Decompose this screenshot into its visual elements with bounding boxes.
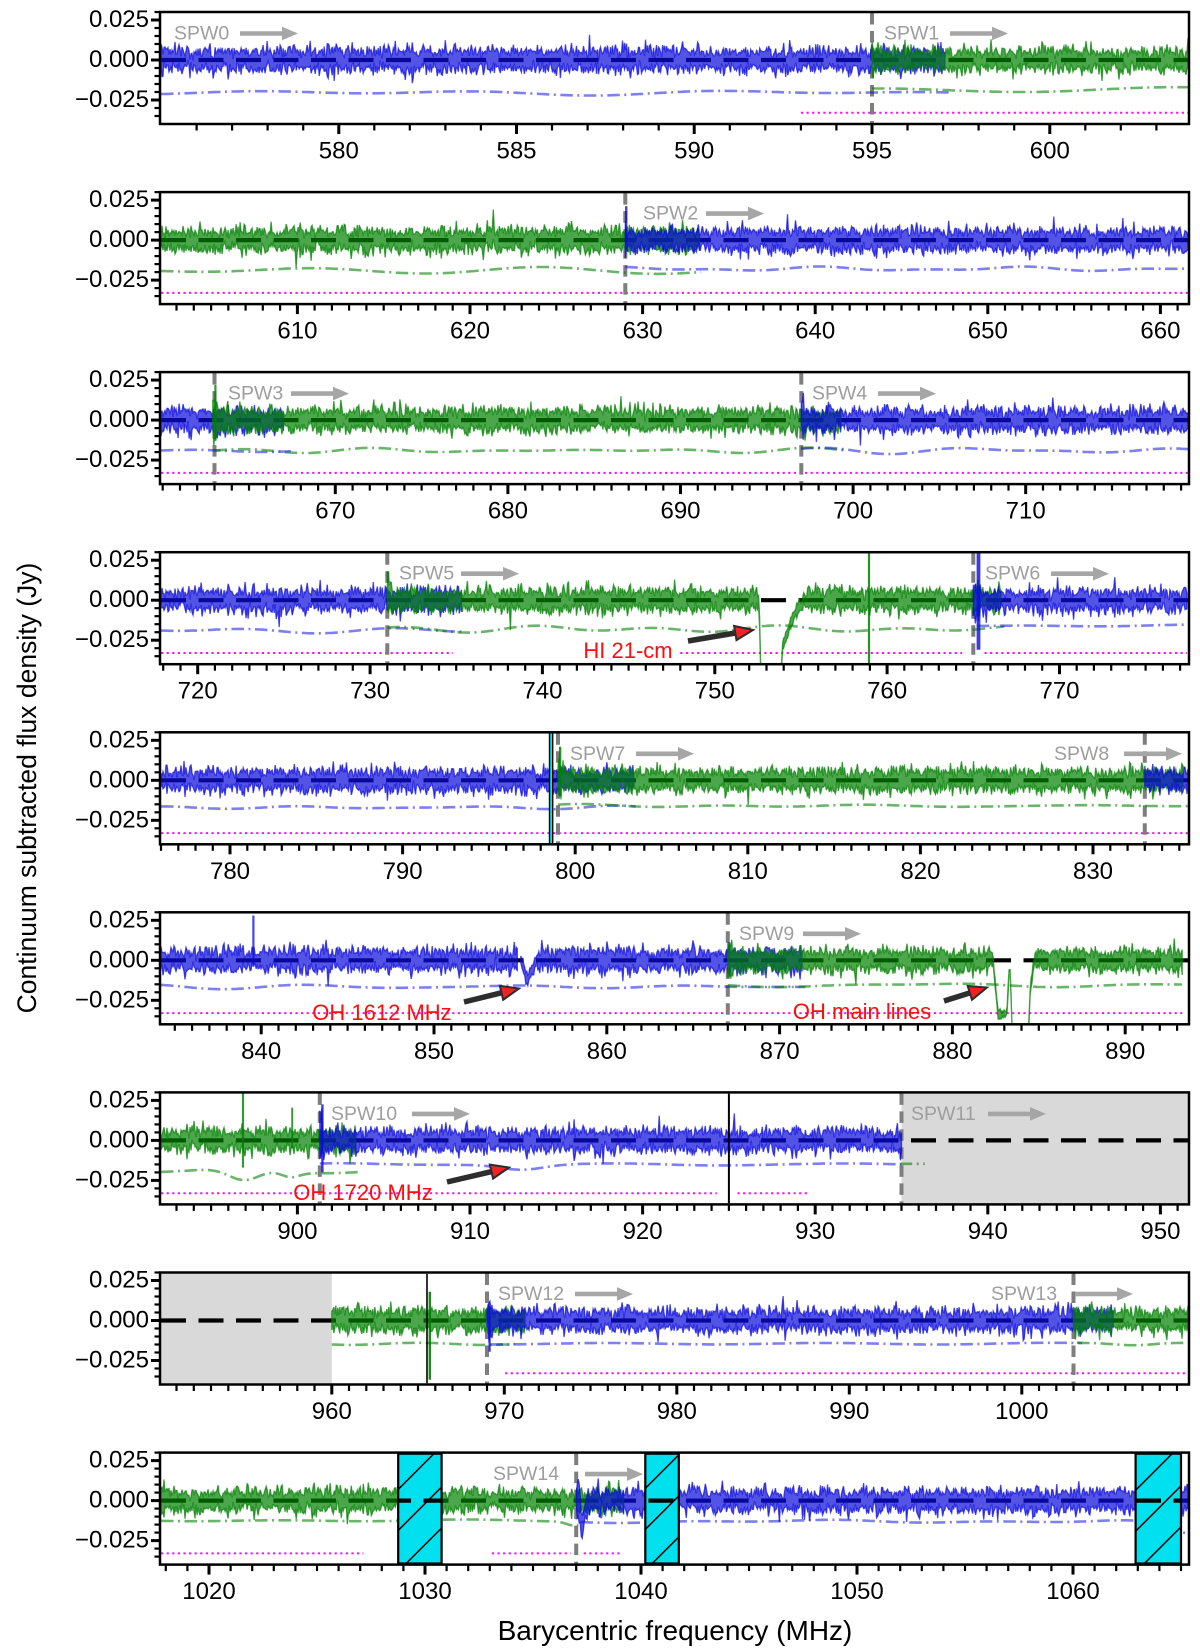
svg-text:1040: 1040 xyxy=(614,1578,667,1605)
svg-text:−0.025: −0.025 xyxy=(75,446,149,473)
svg-text:595: 595 xyxy=(852,138,892,165)
svg-text:OH 1720 MHz: OH 1720 MHz xyxy=(293,1180,432,1205)
svg-text:960: 960 xyxy=(312,1398,352,1425)
svg-text:SPW10: SPW10 xyxy=(331,1103,397,1125)
svg-text:SPW2: SPW2 xyxy=(643,203,698,225)
svg-text:790: 790 xyxy=(383,858,423,885)
svg-text:580: 580 xyxy=(319,138,359,165)
svg-text:0.000: 0.000 xyxy=(89,406,149,433)
svg-text:830: 830 xyxy=(1073,858,1113,885)
svg-text:900: 900 xyxy=(277,1218,317,1245)
svg-text:1030: 1030 xyxy=(398,1578,451,1605)
svg-text:890: 890 xyxy=(1105,1038,1145,1065)
svg-text:820: 820 xyxy=(900,858,940,885)
svg-text:770: 770 xyxy=(1039,678,1079,705)
svg-text:700: 700 xyxy=(833,498,873,525)
svg-text:1020: 1020 xyxy=(182,1578,235,1605)
svg-text:920: 920 xyxy=(623,1218,663,1245)
svg-text:SPW11: SPW11 xyxy=(911,1103,976,1125)
svg-text:SPW13: SPW13 xyxy=(991,1283,1057,1305)
svg-text:760: 760 xyxy=(867,678,907,705)
svg-text:650: 650 xyxy=(968,318,1008,345)
svg-text:630: 630 xyxy=(623,318,663,345)
svg-text:1000: 1000 xyxy=(995,1398,1048,1425)
svg-text:600: 600 xyxy=(1030,138,1070,165)
svg-text:880: 880 xyxy=(932,1038,972,1065)
svg-text:860: 860 xyxy=(587,1038,627,1065)
svg-text:SPW8: SPW8 xyxy=(1054,743,1109,765)
svg-text:0.025: 0.025 xyxy=(89,546,149,573)
svg-text:SPW5: SPW5 xyxy=(399,563,454,585)
svg-text:0.000: 0.000 xyxy=(89,226,149,253)
svg-text:740: 740 xyxy=(522,678,562,705)
svg-text:OH 1612 MHz: OH 1612 MHz xyxy=(312,1000,451,1025)
svg-text:0.025: 0.025 xyxy=(89,1447,149,1474)
svg-text:950: 950 xyxy=(1140,1218,1180,1245)
svg-text:−0.025: −0.025 xyxy=(75,626,149,653)
svg-text:930: 930 xyxy=(795,1218,835,1245)
svg-text:0.000: 0.000 xyxy=(89,766,149,793)
svg-text:0.000: 0.000 xyxy=(89,1126,149,1153)
svg-text:SPW12: SPW12 xyxy=(498,1283,564,1305)
svg-text:OH main lines: OH main lines xyxy=(793,999,931,1024)
svg-text:940: 940 xyxy=(968,1218,1008,1245)
svg-text:0.000: 0.000 xyxy=(89,946,149,973)
svg-text:1060: 1060 xyxy=(1046,1578,1099,1605)
svg-text:810: 810 xyxy=(728,858,768,885)
svg-text:Barycentric frequency (MHz): Barycentric frequency (MHz) xyxy=(498,1615,853,1646)
svg-text:870: 870 xyxy=(760,1038,800,1065)
svg-text:640: 640 xyxy=(795,318,835,345)
svg-text:970: 970 xyxy=(484,1398,524,1425)
svg-text:0.025: 0.025 xyxy=(89,1267,149,1294)
svg-text:680: 680 xyxy=(488,498,528,525)
svg-text:0.000: 0.000 xyxy=(89,1307,149,1334)
svg-text:720: 720 xyxy=(178,678,218,705)
svg-text:0.025: 0.025 xyxy=(89,726,149,753)
svg-text:980: 980 xyxy=(657,1398,697,1425)
svg-text:SPW9: SPW9 xyxy=(739,923,794,945)
svg-text:610: 610 xyxy=(277,318,317,345)
svg-text:Continuum subtracted flux dens: Continuum subtracted flux density (Jy) xyxy=(12,563,42,1014)
svg-text:840: 840 xyxy=(241,1038,281,1065)
svg-text:0.025: 0.025 xyxy=(89,906,149,933)
svg-text:585: 585 xyxy=(496,138,536,165)
svg-text:780: 780 xyxy=(210,858,250,885)
svg-text:−0.025: −0.025 xyxy=(75,1166,149,1193)
svg-text:590: 590 xyxy=(674,138,714,165)
svg-text:0.000: 0.000 xyxy=(89,1487,149,1514)
svg-text:0.025: 0.025 xyxy=(89,1086,149,1113)
svg-text:−0.025: −0.025 xyxy=(75,1347,149,1374)
svg-text:910: 910 xyxy=(450,1218,490,1245)
svg-text:SPW1: SPW1 xyxy=(884,23,939,45)
svg-text:−0.025: −0.025 xyxy=(75,266,149,293)
svg-text:0.025: 0.025 xyxy=(89,186,149,213)
svg-text:710: 710 xyxy=(1006,498,1046,525)
svg-text:850: 850 xyxy=(414,1038,454,1065)
svg-text:SPW6: SPW6 xyxy=(985,563,1040,585)
svg-text:SPW7: SPW7 xyxy=(570,743,625,765)
svg-text:0.000: 0.000 xyxy=(89,586,149,613)
svg-text:990: 990 xyxy=(829,1398,869,1425)
svg-text:670: 670 xyxy=(315,498,355,525)
svg-text:0.025: 0.025 xyxy=(89,366,149,393)
svg-text:HI 21-cm: HI 21-cm xyxy=(583,638,672,663)
svg-text:SPW4: SPW4 xyxy=(812,383,867,405)
svg-text:800: 800 xyxy=(555,858,595,885)
svg-text:660: 660 xyxy=(1140,318,1180,345)
svg-text:SPW0: SPW0 xyxy=(174,23,229,45)
svg-text:−0.025: −0.025 xyxy=(75,806,149,833)
svg-text:690: 690 xyxy=(660,498,700,525)
svg-text:0.025: 0.025 xyxy=(89,6,149,33)
svg-text:SPW14: SPW14 xyxy=(493,1463,559,1485)
svg-text:−0.025: −0.025 xyxy=(75,986,149,1013)
svg-text:SPW3: SPW3 xyxy=(228,383,283,405)
svg-text:0.000: 0.000 xyxy=(89,46,149,73)
svg-text:−0.025: −0.025 xyxy=(75,1527,149,1554)
svg-text:−0.025: −0.025 xyxy=(75,86,149,113)
svg-text:1050: 1050 xyxy=(830,1578,883,1605)
svg-text:620: 620 xyxy=(450,318,490,345)
svg-text:750: 750 xyxy=(695,678,735,705)
svg-text:730: 730 xyxy=(350,678,390,705)
